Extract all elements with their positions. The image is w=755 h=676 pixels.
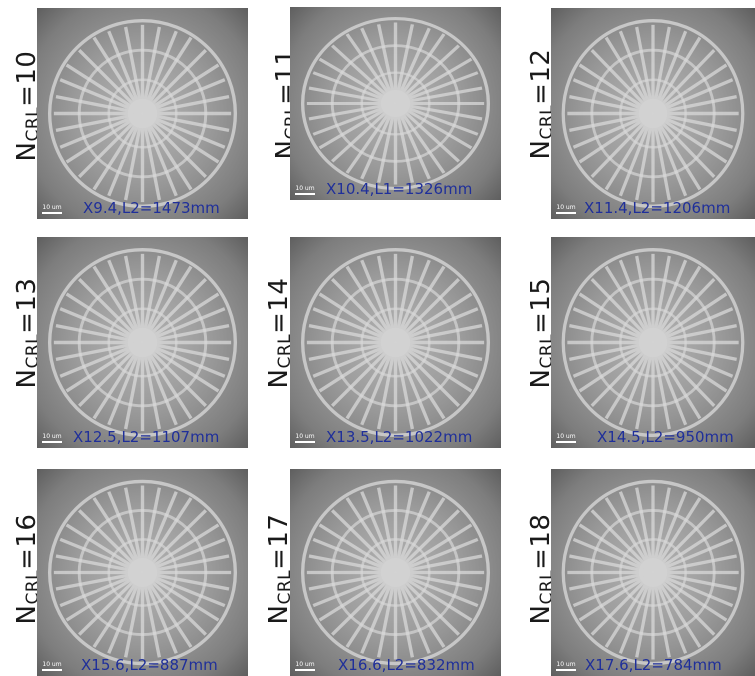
- siemens-star-pattern: [561, 247, 745, 438]
- scale-bar-label: 10 um: [556, 204, 576, 211]
- scale-bar-label: 10 um: [295, 661, 315, 668]
- micrograph-image: 10 um X17.6,L2=784mm: [551, 469, 755, 676]
- scale-bar: 10 um: [41, 657, 63, 671]
- micrograph-image: 10 um X12.5,L2=1107mm: [37, 237, 248, 448]
- scale-bar-line: [42, 441, 62, 443]
- scale-bar-label: 10 um: [295, 433, 315, 440]
- siemens-star-pattern: [47, 247, 238, 438]
- scale-bar: 10 um: [294, 429, 316, 443]
- micrograph-image: 10 um X13.5,L2=1022mm: [290, 237, 501, 448]
- image-caption: X17.6,L2=784mm: [585, 656, 722, 674]
- micrograph-image: 10 um X9.4,L2=1473mm: [37, 8, 248, 219]
- scale-bar-line: [556, 441, 576, 443]
- scale-bar-label: 10 um: [42, 204, 62, 211]
- image-caption: X10.4,L1=1326mm: [326, 180, 473, 198]
- siemens-star-pattern: [300, 479, 491, 666]
- scale-bar-line: [295, 441, 315, 443]
- scale-bar-line: [556, 669, 576, 671]
- micrograph-image: 10 um X14.5,L2=950mm: [551, 237, 755, 448]
- micrograph-image: 10 um X16.6,L2=832mm: [290, 469, 501, 676]
- scale-bar-label: 10 um: [42, 433, 62, 440]
- scale-bar-line: [295, 193, 315, 195]
- siemens-star-pattern: [47, 479, 238, 666]
- scale-bar-label: 10 um: [42, 661, 62, 668]
- image-caption: X13.5,L2=1022mm: [326, 428, 473, 446]
- image-caption: X9.4,L2=1473mm: [83, 199, 220, 217]
- scale-bar-label: 10 um: [295, 185, 315, 192]
- scale-bar: 10 um: [555, 200, 577, 214]
- siemens-star-pattern: [47, 18, 238, 209]
- scale-bar-line: [42, 212, 62, 214]
- image-caption: X14.5,L2=950mm: [597, 428, 734, 446]
- siemens-star-pattern: [561, 479, 745, 666]
- scale-bar-line: [295, 669, 315, 671]
- micrograph-image: 10 um X11.4,L2=1206mm: [551, 8, 755, 219]
- image-caption: X11.4,L2=1206mm: [584, 199, 731, 217]
- scale-bar-line: [556, 212, 576, 214]
- scale-bar: 10 um: [294, 181, 316, 195]
- scale-bar-label: 10 um: [556, 433, 576, 440]
- scale-bar: 10 um: [41, 200, 63, 214]
- image-caption: X15.6,L2=887mm: [81, 656, 218, 674]
- micrograph-image: 10 um X15.6,L2=887mm: [37, 469, 248, 676]
- scale-bar-line: [42, 669, 62, 671]
- scale-bar: 10 um: [555, 429, 577, 443]
- siemens-star-pattern: [300, 247, 491, 438]
- micrograph-image: 10 um X10.4,L1=1326mm: [290, 7, 501, 200]
- scale-bar: 10 um: [555, 657, 577, 671]
- scale-bar: 10 um: [294, 657, 316, 671]
- siemens-star-pattern: [561, 18, 745, 209]
- scale-bar-label: 10 um: [556, 661, 576, 668]
- scale-bar: 10 um: [41, 429, 63, 443]
- image-caption: X16.6,L2=832mm: [338, 656, 475, 674]
- siemens-star-pattern: [300, 17, 491, 190]
- image-caption: X12.5,L2=1107mm: [73, 428, 220, 446]
